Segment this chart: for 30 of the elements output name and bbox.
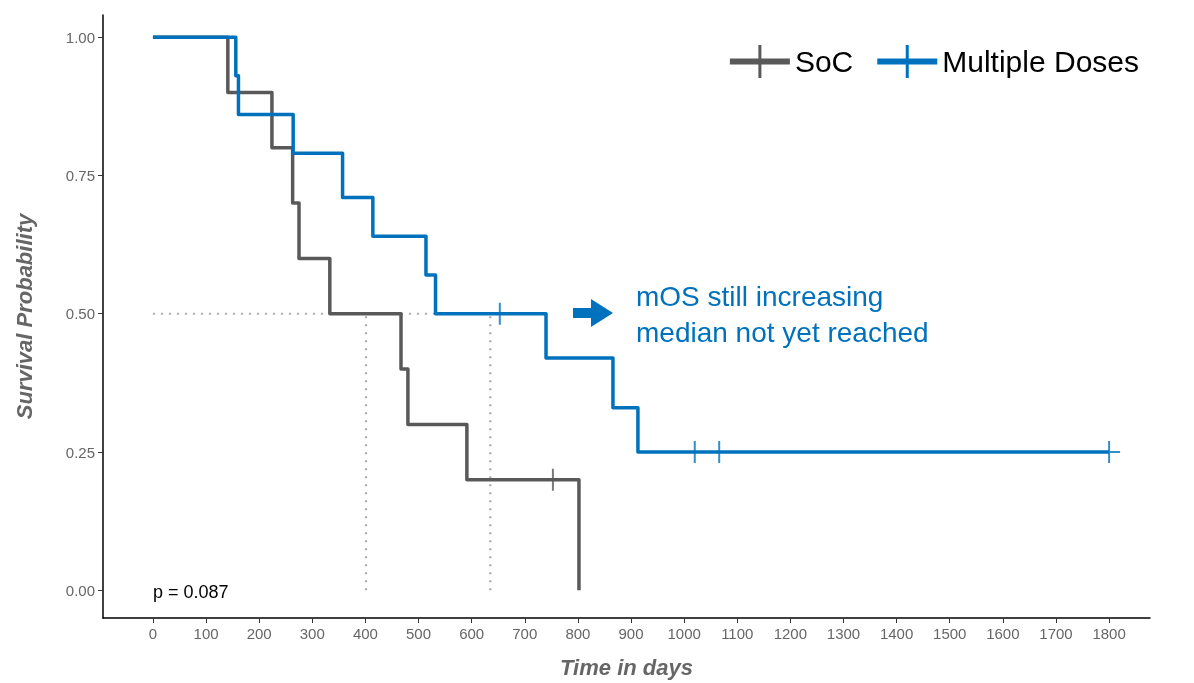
x-tick-label: 500 [406, 625, 432, 642]
x-tick-label: 1800 [1092, 625, 1126, 642]
x-tick-label: 0 [148, 625, 158, 642]
y-tick-label: 1.00 [65, 28, 95, 46]
x-tick-label: 1000 [667, 625, 701, 642]
y-tick-label: 0.25 [65, 443, 95, 461]
legend-label: Multiple Doses [942, 45, 1140, 78]
annotation: p = 0.087 [153, 582, 229, 602]
legend-label: SoC [794, 45, 854, 78]
x-tick-label: 100 [193, 625, 219, 642]
x-tick-label: 600 [459, 625, 485, 642]
x-tick-label: 1100 [721, 625, 754, 642]
x-tick-label: 400 [352, 625, 378, 642]
y-axis-title: Survival Probability [11, 212, 37, 420]
annotation: mOS still increasing median not yet reached [636, 280, 929, 348]
y-tick-label: 0.00 [65, 581, 95, 599]
x-tick-label: 1500 [933, 625, 967, 642]
x-tick-label: 1700 [1039, 625, 1073, 642]
x-axis-title: Time in days [560, 654, 693, 680]
x-tick-label: 300 [299, 625, 325, 642]
x-tick-label: 900 [618, 625, 644, 642]
y-tick-label: 0.50 [65, 305, 95, 323]
x-tick-label: 800 [565, 625, 591, 642]
y-tick-label: 0.75 [65, 166, 95, 184]
x-tick-label: 1200 [773, 625, 808, 642]
x-tick-label: 1600 [986, 625, 1020, 642]
x-tick-label: 200 [246, 625, 272, 642]
x-tick-label: 1400 [879, 625, 914, 642]
x-tick-label: 1300 [826, 625, 861, 642]
x-tick-label: 700 [512, 625, 538, 642]
